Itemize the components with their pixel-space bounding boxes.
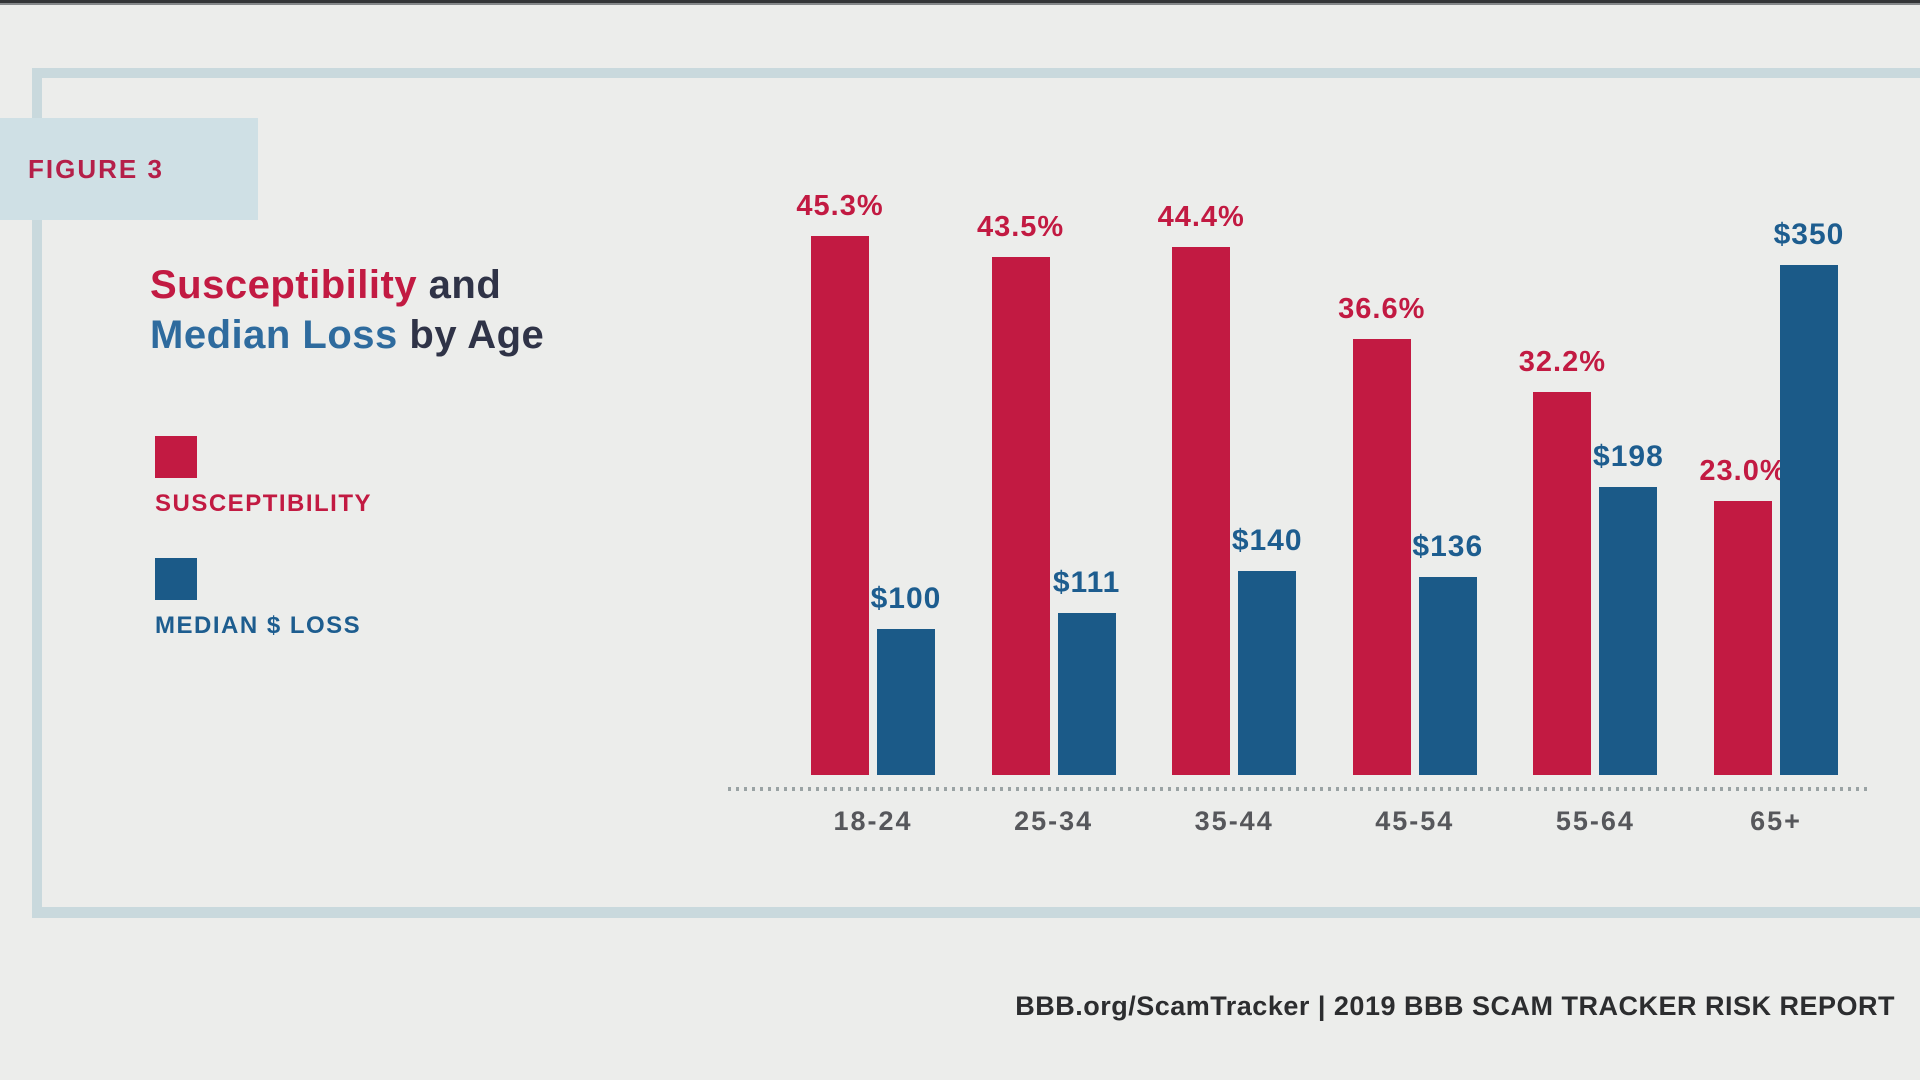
legend-label-susceptibility: SUSCEPTIBILITY: [155, 490, 373, 517]
median-loss-bar: [1599, 487, 1658, 775]
panel-border-top: [32, 68, 1920, 78]
chart-title-line1: Susceptibility and: [150, 260, 544, 310]
age-axis-label-55-64: 55-64: [1555, 806, 1635, 836]
susceptibility-value-label: 44.4%: [1157, 201, 1245, 233]
susceptibility-bar: [1352, 339, 1411, 775]
median-loss-value-label: $198: [1593, 440, 1664, 473]
source-footer: BBB.org/ScamTracker | 2019 BBB SCAM TRAC…: [1015, 991, 1895, 1021]
x-axis-dotted-baseline: [728, 787, 1868, 791]
median-loss-value-label: $350: [1773, 218, 1845, 251]
susceptibility-bar: [991, 257, 1050, 775]
top-edge-strip: [0, 0, 1920, 5]
susceptibility-value-label: 36.6%: [1338, 293, 1426, 325]
title-by-age: by Age: [397, 313, 545, 357]
susceptibility-value-label: 32.2%: [1518, 346, 1607, 378]
chart-title-line2: Median Loss by Age: [150, 310, 544, 360]
susceptibility-bar: [1172, 247, 1231, 775]
age-axis-label-25-34: 25-34: [1014, 806, 1094, 836]
susceptibility-value-label: 45.3%: [796, 190, 884, 222]
age-axis-label-18-24: 18-24: [833, 806, 913, 836]
age-axis-label-45-54: 45-54: [1375, 806, 1455, 836]
median-loss-bar: [1418, 577, 1477, 775]
title-susceptibility: Susceptibility: [150, 263, 418, 307]
legend-swatch-median-loss: [155, 558, 197, 600]
panel-border-bottom: [32, 907, 1920, 918]
title-median-loss: Median Loss: [150, 313, 398, 357]
susceptibility-bar: [811, 236, 869, 775]
figure-label-box: FIGURE 3: [0, 118, 258, 220]
susceptibility-bar: [1714, 501, 1772, 775]
median-loss-bar: [1238, 571, 1297, 775]
chart-title: Susceptibility and Median Loss by Age: [150, 260, 544, 360]
median-loss-bar: [1057, 613, 1116, 775]
title-and: and: [417, 263, 502, 307]
legend-swatch-susceptibility: [155, 436, 197, 478]
median-loss-value-label: $140: [1231, 524, 1303, 557]
median-loss-value-label: $100: [870, 582, 942, 615]
age-axis-label-35-44: 35-44: [1194, 806, 1274, 836]
susceptibility-value-label: 43.5%: [976, 211, 1065, 243]
legend-label-median-loss: MEDIAN $ LOSS: [155, 612, 362, 639]
susceptibility-value-label: 23.0%: [1699, 455, 1787, 487]
figure-label: FIGURE 3: [28, 154, 164, 184]
median-loss-value-label: $111: [1052, 566, 1121, 599]
susceptibility-bar: [1533, 392, 1592, 775]
median-loss-value-label: $136: [1412, 530, 1484, 563]
age-axis-label-65+: 65+: [1750, 806, 1802, 836]
median-loss-bar: [1780, 265, 1838, 775]
median-loss-bar: [877, 629, 935, 775]
panel-border-left: [32, 68, 42, 918]
